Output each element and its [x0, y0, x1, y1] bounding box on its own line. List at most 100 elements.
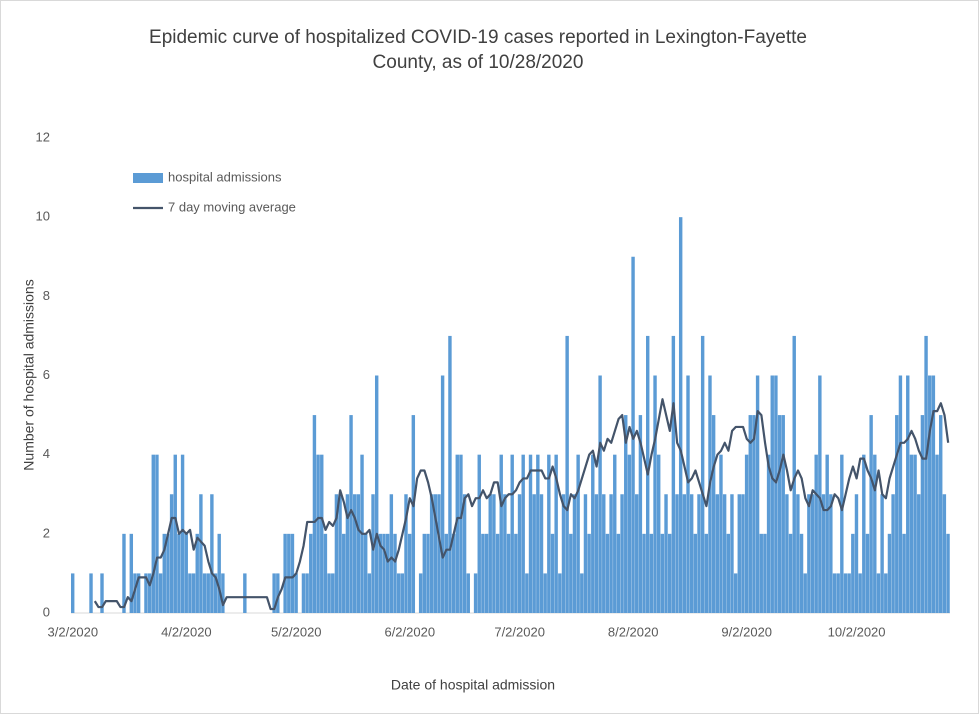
- bar: [777, 415, 782, 613]
- x-tick-label: 6/2/2020: [384, 624, 435, 639]
- bar: [616, 533, 621, 613]
- bar: [312, 415, 317, 613]
- bar: [356, 494, 361, 613]
- bar: [920, 415, 925, 613]
- bar: [580, 573, 584, 613]
- bar: [854, 494, 859, 613]
- bar: [711, 415, 716, 613]
- bar: [528, 454, 533, 613]
- bar: [733, 573, 738, 613]
- bar: [558, 573, 562, 613]
- bar: [686, 375, 690, 613]
- bar: [547, 454, 551, 613]
- bar: [946, 533, 950, 613]
- bar: [517, 494, 522, 613]
- bar: [744, 454, 749, 613]
- bar: [602, 494, 606, 613]
- chart-title: Epidemic curve of hospitalized COVID-19 …: [149, 27, 807, 48]
- bar: [569, 533, 573, 613]
- bar: [671, 335, 676, 613]
- bar: [536, 454, 540, 613]
- bar: [704, 533, 709, 613]
- y-tick-label: 8: [43, 288, 50, 303]
- bar: [525, 573, 529, 613]
- bar: [400, 573, 405, 613]
- bar: [411, 415, 416, 613]
- bar: [818, 375, 822, 613]
- bar: [448, 335, 452, 613]
- y-tick-label: 10: [36, 209, 50, 224]
- bar: [682, 494, 687, 613]
- legend-label: hospital admissions: [168, 169, 282, 184]
- bar: [543, 573, 547, 613]
- bar: [221, 573, 225, 613]
- bar: [433, 494, 437, 613]
- bar: [576, 454, 580, 613]
- bar: [323, 533, 328, 613]
- bar: [345, 494, 350, 613]
- bar: [821, 494, 826, 613]
- bar: [796, 494, 800, 613]
- bar: [177, 533, 181, 613]
- bar: [191, 573, 196, 613]
- bar: [499, 454, 503, 613]
- y-tick-label: 6: [43, 367, 50, 382]
- bar: [440, 375, 445, 613]
- chart-title: County, as of 10/28/2020: [373, 52, 584, 73]
- bar: [715, 494, 720, 613]
- y-tick-label: 4: [43, 446, 50, 461]
- bar: [748, 415, 752, 613]
- bar: [272, 573, 276, 613]
- bar: [276, 573, 280, 613]
- bar: [561, 494, 566, 613]
- bar: [202, 573, 207, 613]
- bar: [404, 494, 408, 613]
- bar: [503, 494, 507, 613]
- bar: [429, 494, 434, 613]
- bar: [422, 533, 427, 613]
- bar: [510, 454, 514, 613]
- bar: [935, 454, 939, 613]
- bar: [206, 573, 210, 613]
- bar: [151, 454, 155, 613]
- bar: [843, 573, 848, 613]
- bar: [488, 494, 492, 613]
- bar: [810, 494, 815, 613]
- bar: [803, 573, 807, 613]
- bar: [466, 573, 470, 613]
- bar: [492, 494, 496, 613]
- bar: [550, 533, 555, 613]
- bar: [873, 454, 877, 613]
- bar: [942, 494, 947, 613]
- bar: [349, 415, 353, 613]
- bar: [473, 573, 478, 613]
- bar: [726, 533, 730, 613]
- bar: [367, 573, 372, 613]
- y-axis-title: Number of hospital admissions: [21, 279, 37, 470]
- bar: [481, 533, 485, 613]
- x-tick-label: 8/2/2020: [608, 624, 659, 639]
- bar: [426, 533, 430, 613]
- bar: [334, 494, 339, 613]
- bar: [532, 494, 536, 613]
- bar: [331, 573, 335, 613]
- bar: [155, 454, 159, 613]
- bar: [122, 533, 126, 613]
- y-tick-label: 12: [36, 129, 50, 144]
- bar: [583, 494, 588, 613]
- bar: [594, 494, 599, 613]
- bar: [799, 533, 804, 613]
- bar: [539, 494, 544, 613]
- moving-average-line: [93, 398, 950, 611]
- bar: [829, 494, 833, 613]
- x-tick-label: 9/2/2020: [721, 624, 772, 639]
- bar: [642, 533, 646, 613]
- bar: [484, 533, 489, 613]
- bar: [697, 494, 701, 613]
- bar: [862, 454, 866, 613]
- bar: [851, 533, 855, 613]
- bar: [437, 494, 441, 613]
- bar: [657, 454, 661, 613]
- bar: [199, 494, 203, 613]
